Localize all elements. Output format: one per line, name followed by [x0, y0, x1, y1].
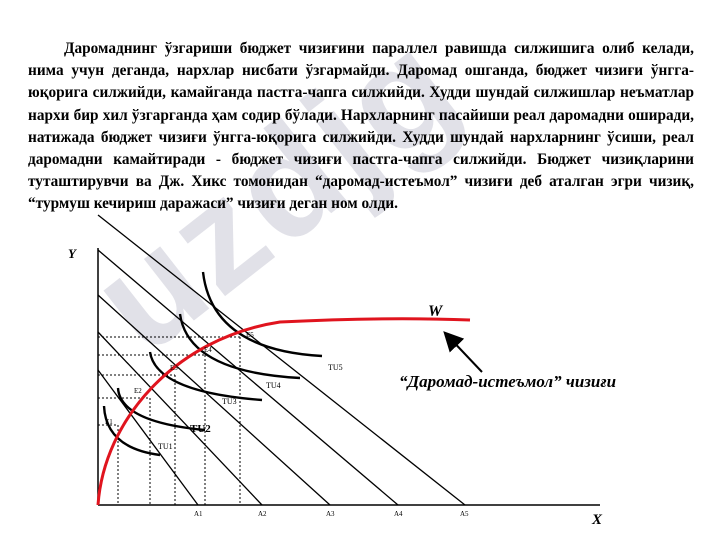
y-axis-label: Y — [68, 246, 77, 261]
equilibrium-label-4: E4 — [204, 346, 212, 354]
indifference-curve-4 — [178, 313, 301, 380]
dotted-guides — [98, 336, 241, 505]
x-point-label-2: A2 — [258, 510, 267, 518]
income-consumption-curve — [96, 317, 471, 506]
equilibrium-label-1: E1 — [105, 418, 113, 426]
budget-line-2 — [97, 331, 263, 506]
equilibrium-label-2: E2 — [134, 387, 142, 395]
indifference-curve-2 — [116, 387, 206, 432]
indifference-label-3: TU3 — [222, 397, 237, 406]
body-paragraph: Даромаднинг ўзгариши бюджет чизиғини пар… — [28, 40, 694, 213]
x-point-label-5: A5 — [460, 510, 469, 518]
caption-arrow — [443, 331, 483, 373]
x-point-label-3: A3 — [326, 510, 335, 518]
indifference-curve-1 — [102, 405, 161, 457]
equilibrium-label-3: E3 — [170, 364, 178, 372]
indifference-label-2: TU2 — [190, 423, 211, 435]
equilibrium-label-5: E5 — [246, 331, 254, 339]
indifference-curve-3 — [148, 351, 263, 402]
x-point-label-1: A1 — [194, 510, 203, 518]
budget-line-5 — [97, 214, 466, 506]
curve-label: W — [428, 303, 444, 320]
x-axis-label: X — [591, 512, 603, 528]
budget-line-1 — [97, 369, 199, 506]
indifference-label-1: TU1 — [158, 442, 173, 451]
budget-line-4 — [97, 249, 399, 506]
x-point-label-4: A4 — [394, 510, 403, 518]
income-consumption-caption: “Даромад-истеъмол” чизиғи — [399, 372, 617, 391]
indifference-curve-5 — [201, 271, 323, 358]
indifference-label-5: TU5 — [328, 363, 343, 372]
budget-line-3 — [97, 294, 331, 506]
indifference-label-4: TU4 — [266, 381, 281, 390]
